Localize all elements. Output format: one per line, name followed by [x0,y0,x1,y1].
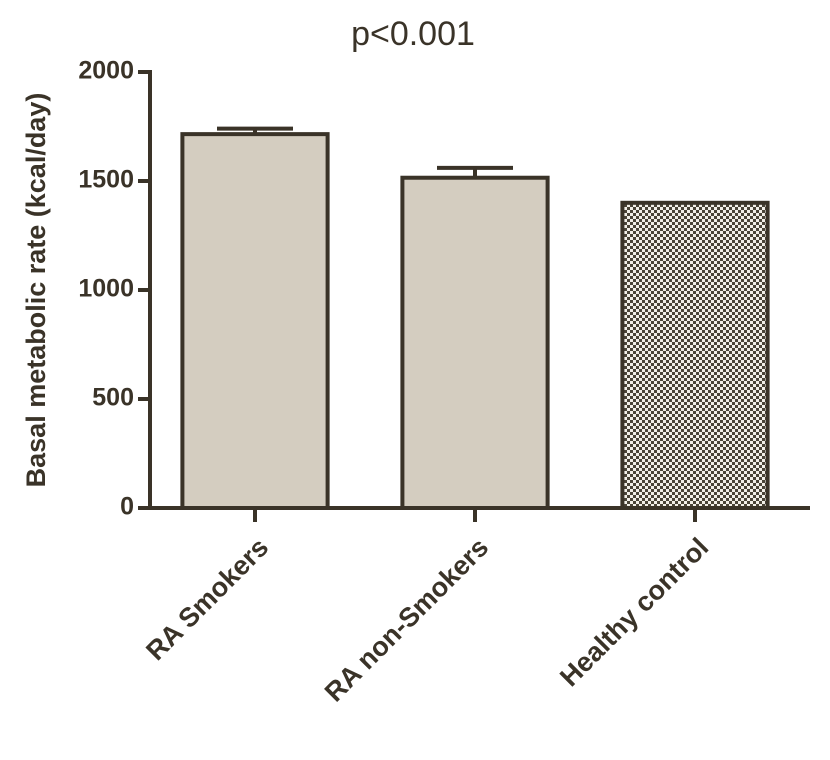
bar [620,200,770,511]
x-tick-label: RA Smokers [140,532,274,666]
x-tick-label: Healthy control [554,532,714,692]
y-tick-label: 0 [120,493,134,521]
bar [400,175,550,510]
chart-title: p<0.001 [351,15,475,53]
y-tick-label: 2000 [78,57,134,85]
y-axis-label: Basal metabolic rate (kcal/day) [21,93,51,488]
y-tick-label: 1500 [78,166,134,194]
bar [180,132,330,510]
x-tick-label: RA non-Smokers [319,532,494,707]
y-tick-label: 500 [92,384,134,412]
y-tick-label: 1000 [78,275,134,303]
